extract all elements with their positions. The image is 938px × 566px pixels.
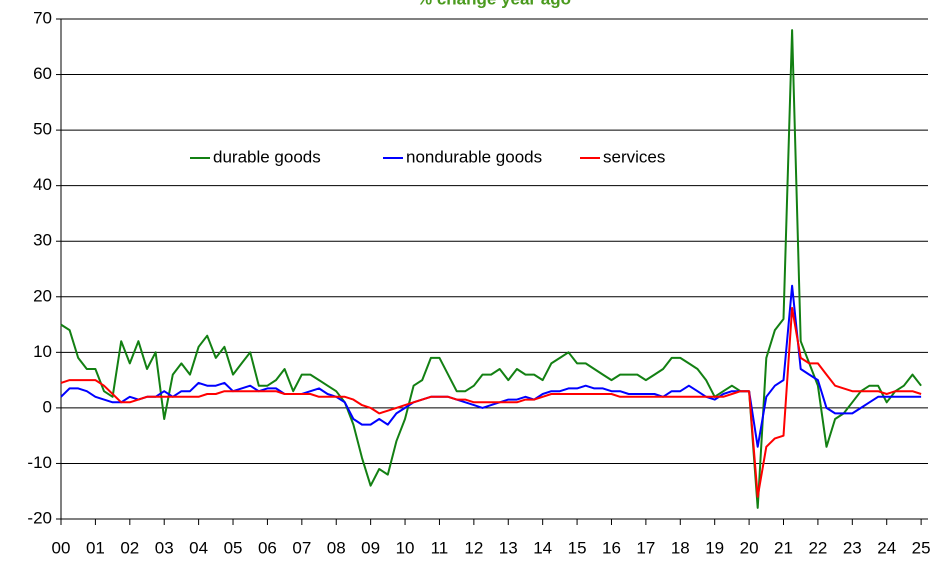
legend-label: durable goods bbox=[213, 147, 321, 166]
x-tick-label: 22 bbox=[808, 538, 827, 557]
x-tick-label: 23 bbox=[843, 538, 862, 557]
x-tick-label: 06 bbox=[258, 538, 277, 557]
chart-title: % change year ago bbox=[417, 0, 571, 8]
x-tick-label: 10 bbox=[396, 538, 415, 557]
y-tick-label: -10 bbox=[27, 453, 52, 472]
x-tick-label: 04 bbox=[189, 538, 208, 557]
x-tick-label: 20 bbox=[740, 538, 759, 557]
y-tick-label: 0 bbox=[43, 397, 52, 416]
x-tick-label: 09 bbox=[361, 538, 380, 557]
legend-label: services bbox=[603, 147, 665, 166]
y-tick-label: 20 bbox=[33, 286, 52, 305]
x-tick-label: 02 bbox=[120, 538, 139, 557]
y-tick-label: 60 bbox=[33, 64, 52, 83]
series-line bbox=[60, 29, 922, 509]
x-tick-label: 03 bbox=[155, 538, 174, 557]
y-tick-label: 10 bbox=[33, 342, 52, 361]
x-tick-label: 25 bbox=[912, 538, 931, 557]
x-tick-label: 13 bbox=[499, 538, 518, 557]
y-tick-label: -20 bbox=[27, 508, 52, 527]
series-line bbox=[60, 306, 922, 498]
x-tick-label: 11 bbox=[431, 538, 449, 557]
x-tick-label: 01 bbox=[86, 538, 105, 557]
legend-label: nondurable goods bbox=[406, 147, 542, 166]
y-tick-label: 50 bbox=[33, 120, 52, 139]
x-tick-label: 18 bbox=[671, 538, 690, 557]
y-tick-label: 70 bbox=[33, 8, 52, 27]
y-tick-label: 40 bbox=[33, 175, 52, 194]
series-line bbox=[60, 284, 922, 448]
x-tick-label: 07 bbox=[292, 538, 311, 557]
x-tick-label: 17 bbox=[636, 538, 655, 557]
x-tick-label: 15 bbox=[568, 538, 587, 557]
x-tick-label: 24 bbox=[877, 538, 896, 557]
x-tick-label: 14 bbox=[533, 538, 552, 557]
y-tick-label: 30 bbox=[33, 231, 52, 250]
x-tick-label: 19 bbox=[705, 538, 724, 557]
x-tick-label: 16 bbox=[602, 538, 621, 557]
x-tick-label: 08 bbox=[327, 538, 346, 557]
x-tick-label: 00 bbox=[52, 538, 71, 557]
x-tick-label: 12 bbox=[464, 538, 483, 557]
x-tick-label: 21 bbox=[774, 538, 793, 557]
x-tick-label: 05 bbox=[224, 538, 243, 557]
